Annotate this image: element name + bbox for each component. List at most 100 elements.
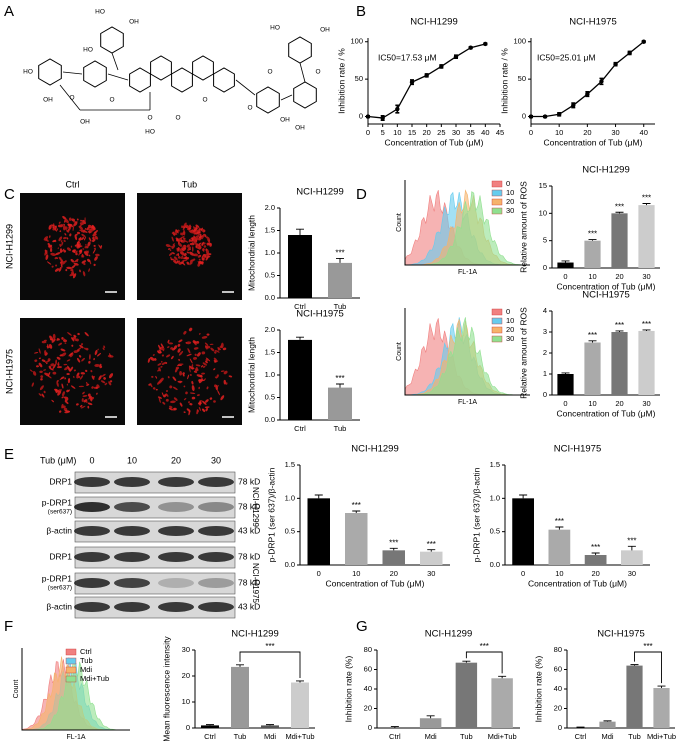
mitochondrion — [189, 403, 193, 406]
mitochondrion — [61, 403, 64, 409]
bar — [328, 262, 352, 298]
atom-label: O — [247, 105, 252, 112]
mitochondrion — [104, 382, 108, 386]
mitochondrion — [64, 377, 67, 380]
mitochondrion — [90, 228, 93, 231]
x-tick-label: 0 — [521, 569, 525, 578]
legend-swatch — [491, 207, 503, 215]
y-tick-label: 50 — [355, 74, 363, 83]
mitochondrion — [93, 358, 95, 361]
bar — [584, 342, 601, 395]
mitochondrion — [81, 254, 85, 258]
bond — [107, 73, 129, 81]
flow-ylabel: Count — [13, 680, 20, 699]
x-tick-label: Mdi — [601, 732, 613, 741]
legend-label: Tub — [80, 656, 93, 665]
x-tick-label: 10 — [393, 128, 401, 137]
mitochondrion — [97, 348, 99, 351]
mitochondrion — [87, 393, 91, 397]
mitochondrion — [197, 246, 202, 250]
blot-band — [198, 526, 234, 536]
mitochondrion — [58, 389, 63, 391]
mitochondrion — [58, 236, 63, 242]
mitochondrion — [65, 219, 69, 224]
x-tick-label: 20 — [390, 569, 398, 578]
mitochondrion — [214, 349, 220, 353]
mitochondrion — [159, 351, 162, 354]
mitochondrion — [201, 234, 205, 240]
mitochondrion — [108, 373, 114, 379]
mitochondrion — [179, 247, 184, 252]
mitochondrion — [202, 247, 205, 253]
mitochondrion — [82, 395, 88, 397]
mitochondrion — [173, 407, 177, 411]
mitochondrion — [217, 389, 220, 396]
mitochondrion — [84, 228, 87, 230]
mitochondrion — [188, 327, 193, 332]
column-label: Ctrl — [66, 179, 80, 189]
x-tick-label: 30 — [427, 569, 435, 578]
mitochondrion — [182, 259, 188, 262]
mitochondrion — [189, 392, 196, 394]
atom-label: O — [175, 115, 180, 122]
mitochondrion — [186, 225, 190, 228]
protein-label: p-DRP1 — [42, 497, 73, 507]
blot-band — [114, 578, 150, 588]
mitochondrion — [85, 347, 89, 351]
y-tick-label: 0 — [543, 263, 547, 272]
legend-label: 10 — [506, 316, 514, 325]
protein-label: β-actin — [46, 525, 72, 535]
mitochondrion — [178, 358, 180, 361]
mitochondrion — [50, 363, 55, 367]
mitochondrion — [67, 332, 72, 336]
mitochondrion — [158, 344, 162, 351]
mitochondrion — [177, 364, 182, 367]
atom-label: HO — [145, 129, 155, 136]
mitochondrion — [72, 226, 74, 231]
mitochondrion — [204, 406, 210, 409]
mitochondrion — [81, 260, 86, 264]
mitochondrion — [92, 238, 96, 243]
size-label: 43 kD — [238, 601, 260, 611]
flow-ylabel: Count — [396, 342, 403, 361]
mitochondrion — [85, 381, 89, 385]
mitochondrion — [205, 248, 208, 251]
mitochondrion — [91, 386, 94, 389]
significance: *** — [588, 230, 597, 239]
chart-title: NCI-H1299 — [582, 165, 630, 176]
mitochondrion — [84, 217, 86, 223]
mitochondrion — [93, 263, 96, 267]
atom-label: O — [315, 69, 320, 76]
mitochondrion — [66, 230, 70, 233]
bar — [491, 678, 513, 728]
mitochondrion — [88, 237, 92, 242]
x-tick-label: 0 — [529, 128, 533, 137]
mitochondrion — [165, 244, 171, 248]
mitochondrion — [182, 244, 184, 249]
x-tick-label: 30 — [642, 272, 650, 281]
mitochondrion — [160, 343, 164, 349]
mitochondrion — [57, 247, 59, 250]
mitochondrion — [209, 243, 212, 247]
mitochondrion — [86, 226, 90, 231]
bracket — [634, 651, 662, 684]
row-label: NCI-H1299 — [4, 224, 14, 269]
ring — [83, 60, 107, 88]
mitochondrion — [66, 237, 69, 240]
y-tick-label: 80 — [554, 645, 562, 654]
mitochondrion — [157, 369, 160, 372]
mitochondrion — [191, 239, 193, 242]
legend-swatch — [491, 180, 503, 188]
mitochondrion — [71, 344, 74, 347]
y-tick-label: 20 — [364, 703, 372, 712]
significance: *** — [627, 536, 636, 545]
mitochondrion — [188, 366, 191, 373]
x-axis-label: Concentration of Tub (μM) — [385, 137, 484, 147]
significance: *** — [642, 194, 651, 203]
error-bar — [266, 724, 274, 726]
mitochondrion — [52, 227, 56, 231]
bar — [512, 498, 534, 565]
x-tick-label: 0 — [563, 272, 567, 281]
histogram-curve — [22, 657, 130, 731]
mitochondrion — [61, 352, 67, 357]
